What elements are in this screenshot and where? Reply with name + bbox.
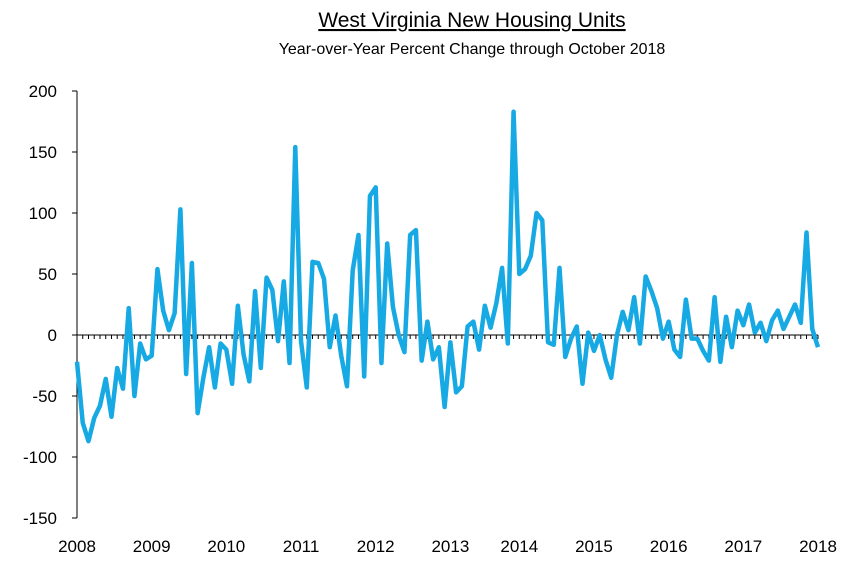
y-tick-label: 200 bbox=[29, 82, 57, 101]
x-tick-label: 2009 bbox=[133, 537, 171, 556]
y-tick-label: -150 bbox=[23, 509, 57, 528]
chart-subtitle: Year-over-Year Percent Change through Oc… bbox=[279, 41, 666, 58]
y-tick-label: 50 bbox=[38, 265, 57, 284]
series-line bbox=[74, 109, 821, 444]
y-tick-label: 0 bbox=[48, 326, 57, 345]
chart-title: West Virginia New Housing Units bbox=[318, 9, 625, 32]
y-tick-label: 150 bbox=[29, 143, 57, 162]
y-tick-label: -50 bbox=[32, 387, 57, 406]
x-tick-label: 2011 bbox=[283, 537, 320, 556]
x-tick-label: 2015 bbox=[575, 537, 613, 556]
x-tick-label: 2010 bbox=[207, 537, 245, 556]
x-tick-label: 2014 bbox=[500, 537, 538, 556]
x-tick-label: 2008 bbox=[58, 537, 96, 556]
x-tick-label: 2012 bbox=[357, 537, 395, 556]
x-tick-label: 2018 bbox=[799, 537, 837, 556]
x-tick-label: 2017 bbox=[724, 537, 762, 556]
x-tick-label: 2013 bbox=[431, 537, 469, 556]
y-tick-label: -100 bbox=[23, 448, 57, 467]
y-tick-label: 100 bbox=[29, 204, 57, 223]
x-tick-label: 2016 bbox=[650, 537, 688, 556]
